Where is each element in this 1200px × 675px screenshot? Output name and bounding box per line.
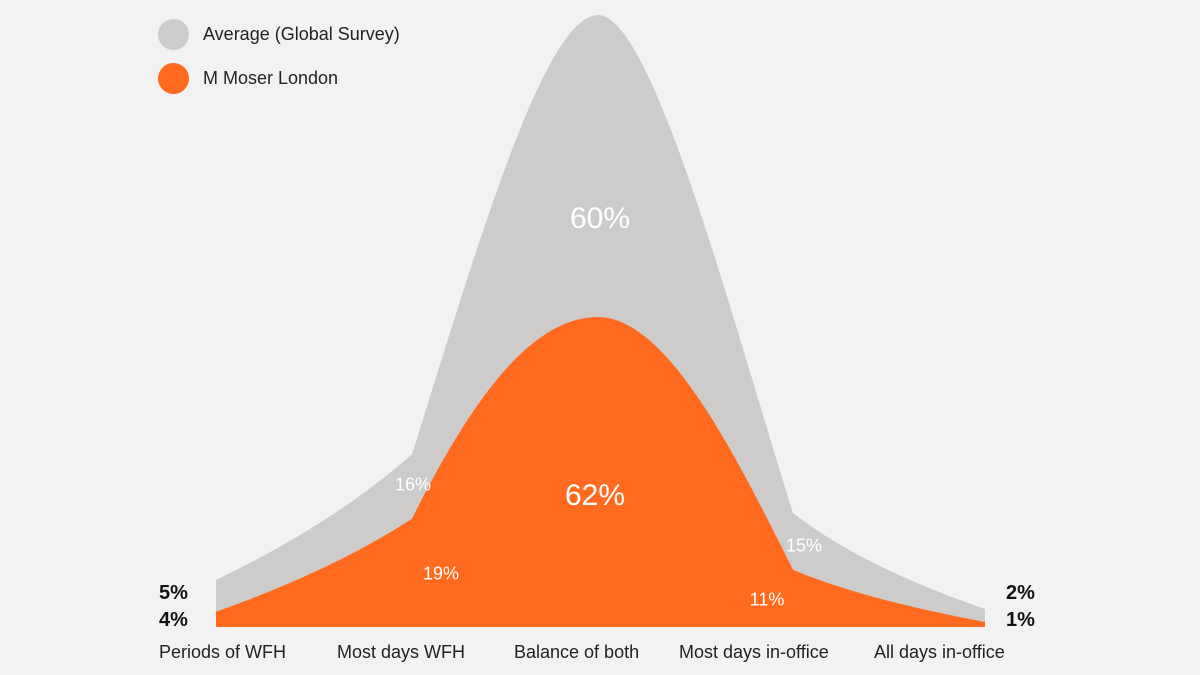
x-tick-label: Balance of both	[514, 642, 640, 662]
data-label-mmoser-all-days-office: 1%	[1006, 609, 1035, 631]
x-tick-label: Most days in-office	[679, 642, 829, 662]
x-tick-label: All days in-office	[874, 642, 1005, 662]
legend-swatch-m-moser	[158, 62, 189, 94]
x-tick-label: Most days WFH	[337, 642, 466, 662]
data-label-average-most-days-office: 15%	[785, 535, 823, 556]
data-label-mmoser-most-days-office: 11%	[749, 589, 785, 610]
legend-label-average: Average (Global Survey)	[203, 23, 400, 44]
data-label-mmoser-most-days-wfh: 19%	[422, 563, 460, 584]
data-label-mmoser-periods-wfh: 4%	[159, 609, 188, 631]
data-label-average-all-days-office: 2%	[1006, 582, 1035, 604]
data-label-average-balance: 60%	[569, 202, 631, 235]
legend-item-m-moser: M Moser London	[158, 62, 400, 94]
area-m-moser-london	[216, 317, 985, 627]
data-label-average-most-days-wfh: 16%	[394, 474, 432, 495]
legend: Average (Global Survey) M Moser London	[158, 18, 400, 106]
legend-item-average: Average (Global Survey)	[158, 18, 400, 50]
data-label-mmoser-balance: 62%	[564, 479, 626, 512]
data-label-average-periods-wfh: 5%	[159, 582, 188, 604]
legend-label-m-moser: M Moser London	[203, 67, 339, 88]
x-tick-label: Periods of WFH	[159, 642, 287, 662]
legend-swatch-average	[158, 18, 189, 50]
